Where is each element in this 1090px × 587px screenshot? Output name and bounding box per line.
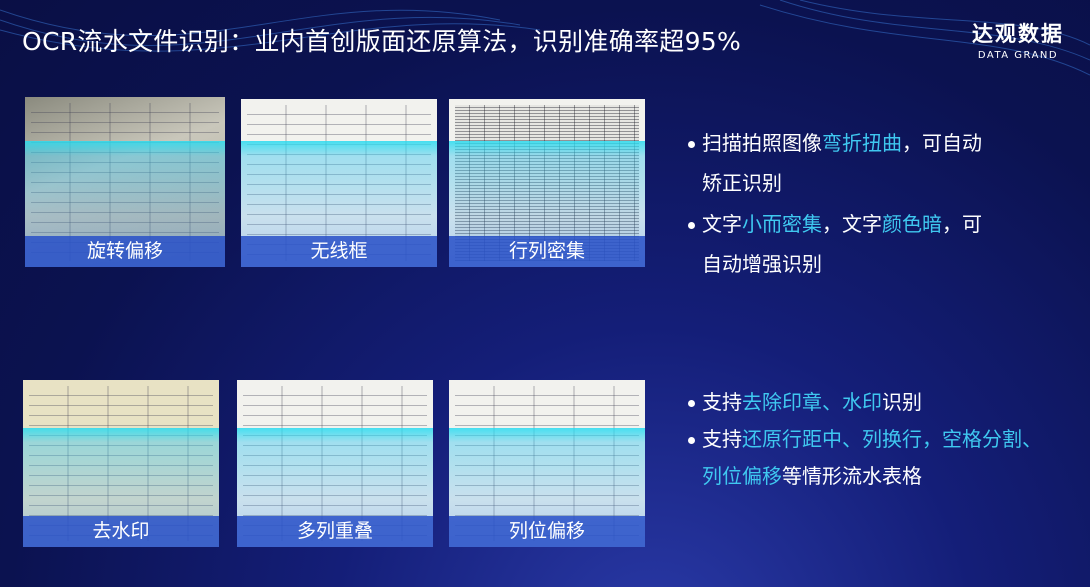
card-offset: 列位偏移 [449, 380, 645, 547]
card-label: 行列密集 [449, 236, 645, 267]
card-label: 去水印 [23, 516, 219, 547]
highlight-text: 弯折扭曲 [822, 131, 902, 155]
text: 矫正识别 [702, 171, 782, 195]
bullet-line: 矫正识别 [688, 163, 982, 203]
logo: 达观数据 DATA GRAND [972, 18, 1064, 61]
highlight-text: 列位偏移 [702, 464, 782, 488]
text: ，可 [942, 212, 982, 236]
bullet-item: 文字小而密集，文字颜色暗，可自动增强识别 [688, 204, 982, 284]
text: 文字 [702, 212, 742, 236]
logo-cn: 达观数据 [972, 22, 1064, 46]
highlight-text: 小而密集 [742, 212, 822, 236]
bullet-line: 扫描拍照图像弯折扭曲，可自动 [688, 123, 982, 163]
bullet-dot-icon [688, 437, 695, 444]
bullet-item: 扫描拍照图像弯折扭曲，可自动矫正识别 [688, 123, 982, 203]
bullet-line: 列位偏移等情形流水表格 [688, 458, 1042, 495]
card-label: 无线框 [241, 236, 437, 267]
card-overlap: 多列重叠 [237, 380, 433, 547]
highlight-text: 颜色暗 [882, 212, 942, 236]
text: 支持 [702, 427, 742, 451]
card-label: 多列重叠 [237, 516, 433, 547]
page-title: OCR流水文件识别：业内首创版面还原算法，识别准确率超95% [22, 27, 742, 56]
bullet-dot-icon [688, 141, 695, 148]
bullet-dot-icon [688, 400, 695, 407]
card-no-border: 无线框 [241, 99, 437, 267]
text: 扫描拍照图像 [702, 131, 822, 155]
highlight-text: 去除印章、水印 [742, 390, 882, 414]
bullet-line: 文字小而密集，文字颜色暗，可 [688, 204, 982, 244]
bullet-item: 支持还原行距中、列换行，空格分割、 列位偏移等情形流水表格 [688, 421, 1042, 495]
text: 识别 [882, 390, 922, 414]
bullet-line: 支持还原行距中、列换行，空格分割、 [688, 421, 1042, 458]
text: 等情形流水表格 [782, 464, 922, 488]
bullet-line: 支持去除印章、水印识别 [688, 384, 922, 421]
card-label: 旋转偏移 [25, 236, 225, 267]
bullet-line: 自动增强识别 [688, 244, 982, 284]
logo-en: DATA GRAND [977, 50, 1059, 61]
text: 支持 [702, 390, 742, 414]
text: 自动增强识别 [702, 252, 822, 276]
card-watermark: 去水印 [23, 380, 219, 547]
text: ，可自动 [902, 131, 982, 155]
card-rotation: 旋转偏移 [25, 97, 225, 267]
bullet-item: 支持去除印章、水印识别 [688, 384, 922, 421]
text: ，文字 [822, 212, 882, 236]
card-label: 列位偏移 [449, 516, 645, 547]
highlight-text: 还原行距中、列换行，空格分割、 [742, 427, 1042, 451]
card-dense: 行列密集 [449, 99, 645, 267]
wave-decoration [0, 0, 1090, 76]
bullet-dot-icon [688, 222, 695, 229]
